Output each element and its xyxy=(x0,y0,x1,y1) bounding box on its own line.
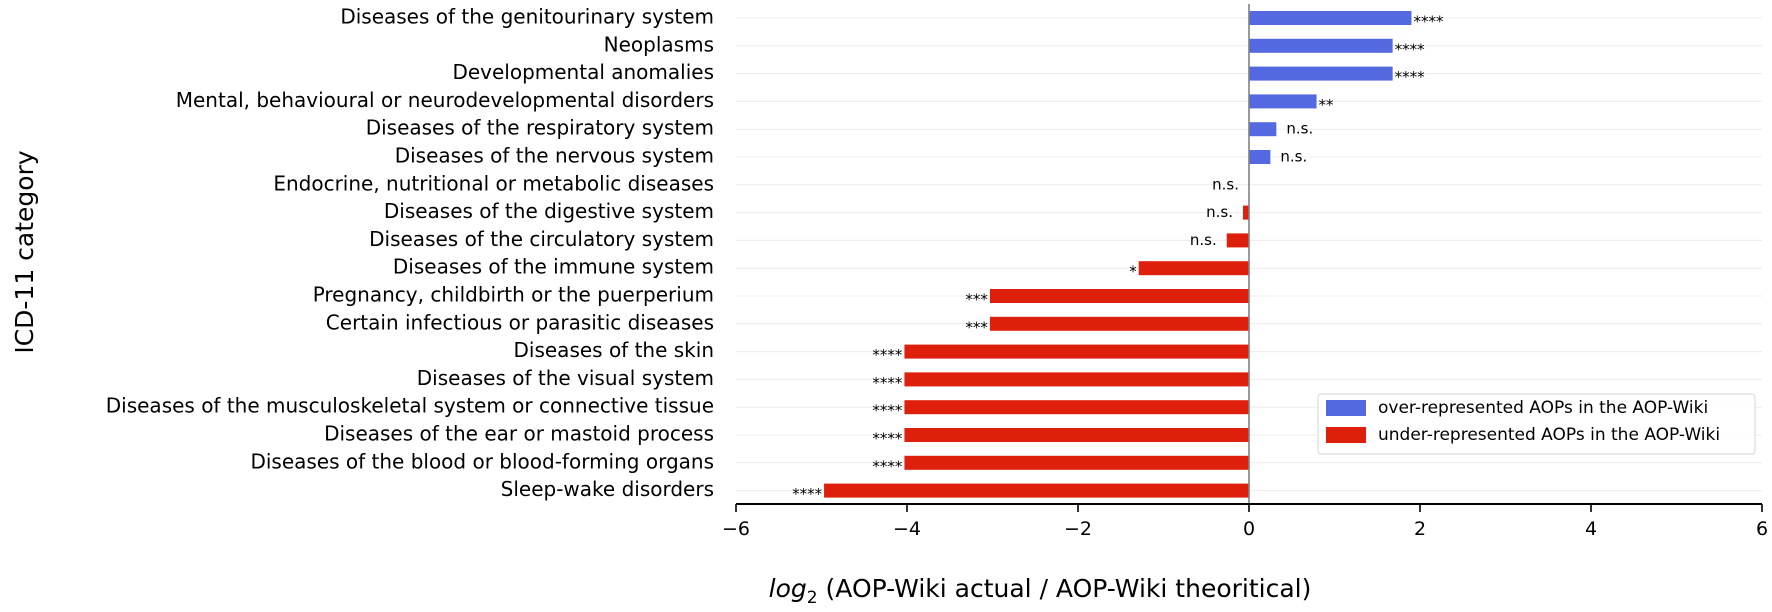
bar xyxy=(1249,122,1277,137)
x-tick-label: −4 xyxy=(893,518,921,540)
bar xyxy=(989,316,1249,331)
significance-label: **** xyxy=(872,346,903,364)
significance-label: *** xyxy=(965,318,988,336)
significance-label: **** xyxy=(872,457,903,475)
legend-swatch xyxy=(1326,400,1366,416)
significance-labels: **************n.s.n.s.n.s.n.s.n.s.******… xyxy=(792,13,1444,504)
significance-label: n.s. xyxy=(1212,175,1239,193)
significance-label: n.s. xyxy=(1190,231,1217,249)
x-axis: −6 −4 −2 0 2 4 6 xyxy=(722,503,1768,540)
category-label: Developmental anomalies xyxy=(452,60,714,84)
category-label: Pregnancy, childbirth or the puerperium xyxy=(313,283,714,307)
bars xyxy=(824,11,1412,498)
bar xyxy=(1249,66,1393,81)
category-label: Diseases of the ear or mastoid process xyxy=(324,422,714,446)
significance-label: **** xyxy=(1395,40,1426,58)
bar xyxy=(904,372,1249,387)
bar xyxy=(904,344,1249,359)
category-label: Diseases of the blood or blood-forming o… xyxy=(250,449,714,473)
bar xyxy=(904,428,1249,442)
significance-label: **** xyxy=(872,402,903,420)
category-label: Diseases of the immune system xyxy=(393,255,714,279)
significance-label: **** xyxy=(1413,13,1444,31)
x-tick-label: 0 xyxy=(1243,518,1255,540)
bar xyxy=(1226,233,1249,248)
category-label: Neoplasms xyxy=(604,32,714,56)
category-label: Diseases of the circulatory system xyxy=(369,227,714,251)
significance-label: n.s. xyxy=(1286,120,1313,138)
x-axis-title: log2 (AOP-Wiki actual / AOP-Wiki theorit… xyxy=(769,574,1312,608)
category-label: Diseases of the nervous system xyxy=(395,144,714,168)
bar xyxy=(1138,261,1249,276)
bar xyxy=(1249,150,1271,164)
bar xyxy=(904,400,1249,415)
x-tick-label: −2 xyxy=(1064,518,1092,540)
legend: over-represented AOPs in the AOP-Wiki und… xyxy=(1317,393,1756,455)
significance-label: *** xyxy=(965,291,988,309)
bar xyxy=(1243,205,1249,220)
significance-label: **** xyxy=(872,430,903,448)
category-label: Sleep-wake disorders xyxy=(501,477,714,501)
category-label: Diseases of the respiratory system xyxy=(366,116,714,140)
bar xyxy=(989,289,1249,303)
legend-swatch xyxy=(1326,427,1366,443)
category-label: Endocrine, nutritional or metabolic dise… xyxy=(273,171,714,195)
significance-label: **** xyxy=(792,485,823,503)
category-label: Certain infectious or parasitic diseases xyxy=(326,310,714,334)
y-axis-title: ICD-11 category xyxy=(10,150,39,354)
legend-frame xyxy=(1317,393,1756,455)
category-label: Diseases of the skin xyxy=(514,338,715,362)
x-axis-title-subscript: 2 xyxy=(807,588,818,608)
significance-label: * xyxy=(1129,263,1137,281)
bar xyxy=(824,483,1249,498)
legend-label: over-represented AOPs in the AOP-Wiki xyxy=(1378,398,1708,418)
significance-label: **** xyxy=(872,374,903,392)
bar xyxy=(1249,38,1393,53)
x-tick-label: −6 xyxy=(722,518,750,540)
category-label: Diseases of the musculoskeletal system o… xyxy=(106,394,714,418)
x-tick-label: 2 xyxy=(1414,518,1426,540)
significance-label: n.s. xyxy=(1206,203,1233,221)
significance-label: **** xyxy=(1395,68,1426,86)
category-label: Diseases of the visual system xyxy=(417,366,714,390)
x-tick-label: 6 xyxy=(1756,518,1768,540)
category-label: Diseases of the digestive system xyxy=(384,199,714,223)
category-label: Diseases of the genitourinary system xyxy=(340,5,714,29)
significance-label: ** xyxy=(1319,96,1335,114)
bar xyxy=(904,455,1249,470)
category-label: Mental, behavioural or neurodevelopmenta… xyxy=(176,88,714,112)
x-axis-title-suffix: (AOP-Wiki actual / AOP-Wiki theoritical) xyxy=(818,574,1312,603)
legend-label: under-represented AOPs in the AOP-Wiki xyxy=(1378,425,1720,445)
significance-label: n.s. xyxy=(1280,148,1307,166)
bar xyxy=(1249,11,1412,25)
x-axis-title-prefix: log xyxy=(769,574,807,603)
category-labels: Diseases of the genitourinary system Neop… xyxy=(106,5,714,502)
bar xyxy=(1249,94,1317,109)
x-tick-label: 4 xyxy=(1585,518,1597,540)
